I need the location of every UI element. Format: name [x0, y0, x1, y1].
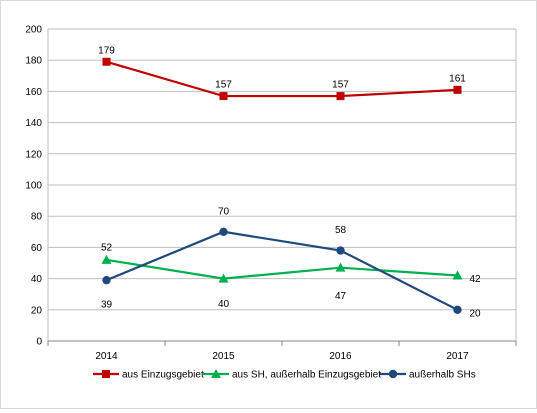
legend-marker-3: [388, 369, 398, 379]
data-label: 40: [218, 299, 230, 310]
series-1-point: [453, 85, 462, 94]
data-label: 42: [470, 274, 482, 285]
data-label: 47: [335, 291, 347, 302]
data-label: 157: [215, 80, 232, 91]
y-tick-label: 80: [31, 212, 43, 223]
series-1-point: [102, 57, 111, 66]
y-tick-label: 180: [25, 56, 42, 67]
y-tick-label: 20: [31, 305, 43, 316]
data-labels: 179 157 157 161 52 40 47 42 39 70 58 20: [98, 45, 481, 319]
grid-lines: [48, 28, 516, 342]
legend-marker-2: [211, 369, 221, 378]
series-line-2: [106, 258, 458, 280]
y-tick-label: 60: [31, 243, 43, 254]
axes: 0 20 40 60 80 100 120 140 160 180 200 2014 2015 2016 2…: [25, 25, 517, 362]
y-tick-label: 120: [25, 149, 42, 160]
data-label: 52: [101, 242, 113, 253]
legend-label-2: aus SH, außerhalb Einzugsgebiet: [232, 370, 381, 381]
series-line-3: [106, 230, 458, 311]
y-tick-label: 100: [25, 181, 42, 192]
data-label: 157: [332, 80, 349, 91]
legend: aus Einzugsgebiet aus SH, außerhalb Einzu…: [93, 369, 476, 381]
y-tick-label: 40: [31, 274, 43, 285]
x-tick-label: 2016: [329, 351, 352, 362]
series-1-point: [336, 92, 345, 101]
data-label: 39: [101, 300, 113, 311]
data-label: 179: [98, 45, 115, 56]
x-tick-label: 2015: [212, 351, 235, 362]
y-tick-label: 160: [25, 87, 42, 98]
x-tick-label: 2017: [446, 351, 469, 362]
series-1-point: [219, 92, 228, 101]
series-2-point: [101, 254, 112, 264]
series-3-point: [453, 305, 462, 314]
series-2-point: [218, 273, 229, 283]
data-label: 20: [470, 308, 482, 319]
data-label: 58: [335, 225, 347, 236]
legend-label-3: außerhalb SHs: [409, 370, 476, 381]
data-label: 161: [449, 73, 466, 84]
series-2-point: [335, 262, 346, 272]
series-3-point: [336, 246, 345, 255]
series-line-1: [106, 60, 458, 98]
series-layer: [101, 57, 463, 314]
legend-label-1: aus Einzugsgebiet: [122, 370, 204, 381]
series-2-point: [452, 270, 463, 280]
data-label: 70: [218, 206, 230, 217]
series-3-point: [102, 275, 111, 285]
y-tick-label: 200: [25, 25, 42, 36]
legend-marker-1: [102, 370, 110, 378]
y-tick-label: 140: [25, 118, 42, 129]
series-3-point: [219, 227, 228, 236]
x-tick-label: 2014: [95, 351, 118, 362]
y-tick-label: 0: [36, 337, 42, 348]
